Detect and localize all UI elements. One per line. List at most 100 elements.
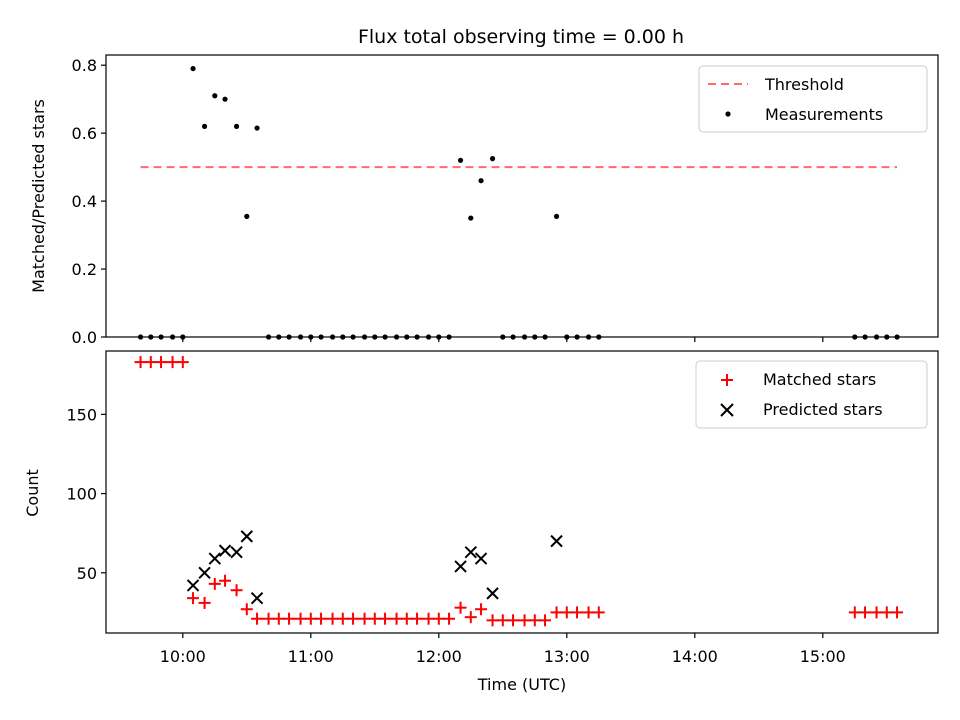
matched-stars-point <box>539 614 552 627</box>
measurements-point <box>233 123 240 129</box>
legend-threshold-label: Threshold <box>764 75 844 94</box>
matched-stars-point <box>454 601 467 614</box>
matched-stars-point <box>443 612 456 625</box>
matched-stars-point <box>304 612 317 625</box>
matched-stars-point <box>486 614 499 627</box>
measurements-point <box>244 213 250 219</box>
predicted-stars-point <box>454 560 467 573</box>
matched-stars-point <box>155 356 168 369</box>
predicted-stars-point <box>550 534 563 548</box>
x-tick-label: 11:00 <box>288 647 334 666</box>
matched-stars-point <box>272 612 285 625</box>
bottom-plot-frame <box>105 350 939 634</box>
predicted-stars-point <box>486 587 499 600</box>
x-tick-label: 13:00 <box>544 647 590 666</box>
predicted-stars-point <box>250 591 264 605</box>
matched-stars-point <box>358 612 371 625</box>
matched-stars-point <box>294 612 307 625</box>
matched-stars-point <box>550 606 563 619</box>
matched-stars-point <box>528 614 541 627</box>
matched-stars-point <box>347 612 360 625</box>
x-tick-label: 15:00 <box>800 647 846 666</box>
measurements-point <box>254 125 260 131</box>
legend-measurements-label: Measurements <box>765 105 883 124</box>
measurements-point <box>478 178 484 184</box>
matched-stars-point <box>582 606 595 619</box>
matched-stars-point <box>198 596 211 609</box>
matched-stars-point <box>880 606 893 619</box>
bottom-legend: Matched stars Predicted stars <box>695 360 928 429</box>
chart-title: Flux total observing time = 0.00 h <box>358 26 684 48</box>
bottom-y-axis-label: Count <box>23 469 42 517</box>
matched-stars-point <box>166 356 179 369</box>
matched-stars-point <box>848 606 861 619</box>
matched-stars-point <box>496 614 509 627</box>
bottom-series-layer <box>134 356 904 627</box>
bottom-y-tick-label: 50 <box>77 564 97 583</box>
measurements-point <box>553 213 560 219</box>
matched-stars-point <box>560 606 573 619</box>
matched-stars-point <box>187 592 200 605</box>
matched-stars-point <box>368 612 381 625</box>
matched-stars-point <box>251 612 264 625</box>
matched-stars-point <box>134 356 147 369</box>
top-legend-box <box>698 65 928 133</box>
matched-stars-point <box>870 606 883 619</box>
bottom-y-ticks: 50 100 150 <box>66 405 106 583</box>
matched-stars-point <box>411 612 424 625</box>
matched-stars-point <box>379 612 392 625</box>
legend-matched-swatch <box>721 374 733 386</box>
legend-measurements-swatch <box>725 111 731 117</box>
matched-stars-point <box>422 612 435 625</box>
x-tick-label: 12:00 <box>416 647 462 666</box>
matched-stars-point <box>891 606 904 619</box>
top-y-tick-label: 0.0 <box>72 328 97 347</box>
measurements-point <box>201 123 208 129</box>
measurements-point <box>457 157 464 163</box>
matched-stars-point <box>144 356 157 369</box>
matched-stars-point <box>240 603 253 616</box>
measurements-point <box>489 156 496 162</box>
bottom-y-tick-label: 150 <box>66 405 97 424</box>
predicted-stars-point <box>198 566 211 580</box>
predicted-stars-point <box>218 544 232 557</box>
matched-stars-point <box>208 577 221 590</box>
matched-stars-point <box>400 612 413 625</box>
legend-matched-label: Matched stars <box>763 370 876 389</box>
matched-stars-point <box>859 606 872 619</box>
x-tick-label: 14:00 <box>672 647 718 666</box>
matched-stars-point <box>571 606 584 619</box>
predicted-stars-point <box>208 552 222 565</box>
bottom-y-tick-label: 100 <box>66 485 97 504</box>
measurements-point <box>222 96 228 102</box>
matched-stars-point <box>507 614 520 627</box>
matched-stars-point <box>315 612 328 625</box>
matched-stars-point <box>230 584 243 597</box>
bottom-x-axis-label: Time (UTC) <box>477 675 566 694</box>
top-y-axis-label: Matched/Predicted stars <box>29 99 48 293</box>
matched-stars-point <box>592 606 605 619</box>
measurements-point <box>468 215 474 221</box>
top-y-tick-label: 0.6 <box>72 124 97 143</box>
top-y-ticks: 0.0 0.2 0.4 0.6 0.8 <box>72 56 106 347</box>
matched-stars-point <box>262 612 275 625</box>
predicted-stars-point <box>230 545 243 559</box>
x-tick-label: 10:00 <box>160 647 206 666</box>
predicted-stars-point <box>464 545 478 559</box>
measurements-point <box>190 65 196 72</box>
top-panel: 0.00.20.40.60.8 Matched/Predicted stars … <box>29 54 939 347</box>
matched-stars-point <box>283 612 296 625</box>
top-y-tick-label: 0.8 <box>72 56 97 75</box>
measurements-point <box>212 93 218 99</box>
top-x-ticks <box>182 337 824 342</box>
matched-stars-point <box>518 614 531 627</box>
matched-stars-point <box>432 612 445 625</box>
matched-stars-point <box>219 574 232 587</box>
legend-predicted-swatch <box>720 403 734 417</box>
top-y-tick-label: 0.4 <box>72 192 97 211</box>
matched-stars-point <box>475 603 488 616</box>
top-y-tick-label: 0.2 <box>72 260 97 279</box>
top-legend: Threshold Measurements <box>698 65 928 133</box>
